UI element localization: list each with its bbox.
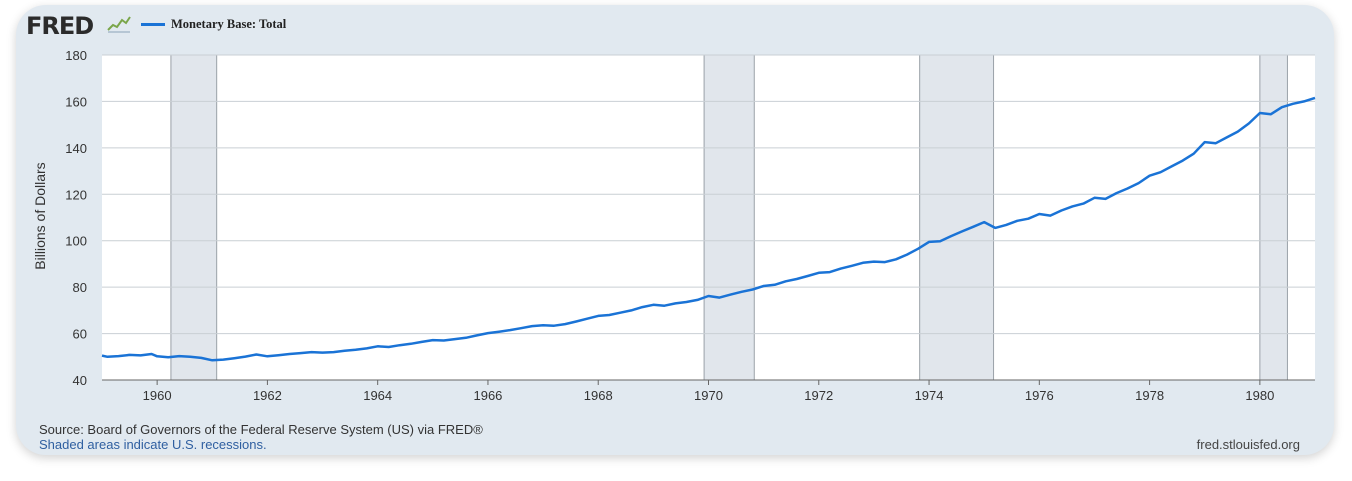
fred-logo[interactable]: FRED — [26, 12, 94, 40]
x-tick-label: 1972 — [804, 388, 833, 403]
legend-swatch — [141, 23, 165, 26]
x-tick-label: 1978 — [1135, 388, 1164, 403]
y-tick-label: 60 — [73, 327, 87, 342]
y-tick-label: 40 — [73, 373, 87, 388]
chart-legend: Monetary Base: Total — [141, 17, 286, 32]
x-tick-label: 1976 — [1025, 388, 1054, 403]
x-tick-label: 1964 — [363, 388, 392, 403]
x-tick-label: 1980 — [1245, 388, 1274, 403]
recession-band — [170, 54, 218, 381]
recession-note[interactable]: Shaded areas indicate U.S. recessions. — [39, 437, 267, 452]
recession-band — [919, 54, 995, 381]
y-tick-label: 80 — [73, 280, 87, 295]
x-tick-label: 1974 — [915, 388, 944, 403]
x-tick-label: 1968 — [584, 388, 613, 403]
y-tick-label: 100 — [65, 234, 87, 249]
recession-band — [703, 54, 755, 381]
sparkline-icon — [107, 16, 131, 33]
legend-label: Monetary Base: Total — [171, 17, 287, 31]
x-tick-label: 1960 — [143, 388, 172, 403]
x-tick-label: 1966 — [473, 388, 502, 403]
recession-band — [1259, 54, 1288, 381]
source-note: Source: Board of Governors of the Federa… — [39, 422, 483, 437]
y-tick-label: 140 — [65, 141, 87, 156]
x-tick-label: 1962 — [253, 388, 282, 403]
y-tick-label: 120 — [65, 187, 87, 202]
site-link[interactable]: fred.stlouisfed.org — [1196, 437, 1300, 452]
y-tick-label: 160 — [65, 94, 87, 109]
y-tick-label: 180 — [65, 48, 87, 63]
series-line — [101, 96, 1316, 362]
x-tick-label: 1970 — [694, 388, 723, 403]
